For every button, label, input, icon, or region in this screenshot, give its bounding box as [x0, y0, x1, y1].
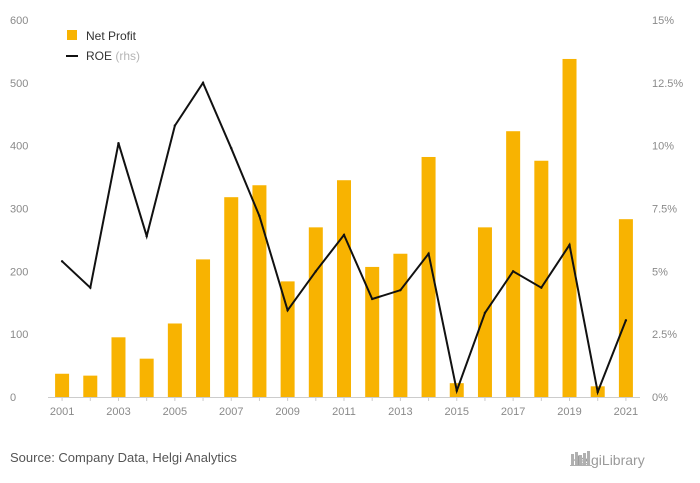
legend-label-roe: ROE (rhs) [86, 49, 140, 63]
bar-net-profit [224, 197, 239, 397]
point-roe [314, 270, 318, 273]
brand[interactable]: HelgiLibrary [570, 450, 645, 470]
y-left-tick-label: 200 [10, 266, 28, 278]
point-roe [258, 214, 261, 218]
x-tick-label: 2005 [163, 406, 187, 418]
x-tick-label: 2017 [501, 406, 525, 418]
bar-net-profit [562, 58, 577, 397]
point-roe [342, 233, 346, 237]
point-roe [540, 286, 543, 289]
x-tick-label: 2007 [219, 406, 243, 418]
point-roe [201, 81, 205, 85]
bar-net-profit [167, 323, 182, 397]
bar-net-profit [83, 375, 98, 397]
y-left-tick-label: 400 [10, 141, 28, 153]
bar-net-profit [111, 337, 126, 397]
point-roe [568, 243, 571, 247]
legend-label-roe-suffix: (rhs) [115, 49, 140, 63]
point-roe [370, 297, 374, 301]
y-right-tick-label: 15% [652, 15, 674, 27]
point-roe [230, 146, 233, 150]
bar-net-profit [421, 156, 436, 397]
bar-net-profit [534, 160, 549, 397]
y-left-tick-label: 100 [10, 329, 28, 341]
point-roe [511, 270, 515, 273]
y-right-tick-label: 12.5% [652, 78, 683, 90]
point-roe [427, 252, 430, 255]
bar-net-profit [308, 227, 323, 397]
point-roe [455, 389, 458, 392]
point-roe [596, 390, 599, 394]
legend-label-net-profit: Net Profit [86, 29, 137, 43]
y-right-tick-label: 10% [652, 141, 674, 153]
bar-net-profit [618, 219, 633, 397]
bar-net-profit [139, 358, 154, 397]
bar-net-profit [506, 131, 521, 397]
x-tick-label: 2009 [275, 406, 299, 418]
y-left-tick-label: 500 [10, 78, 28, 90]
x-tick-label: 2011 [332, 406, 356, 418]
x-tick-label: 2015 [445, 406, 469, 418]
bar-net-profit [393, 253, 408, 397]
bar-net-profit [337, 180, 351, 397]
x-tick-label: 2021 [614, 406, 638, 418]
x-tick-label: 2013 [388, 406, 412, 418]
library-logo-icon [570, 451, 592, 466]
y-left-tick-label: 0 [10, 392, 16, 404]
bar-net-profit [280, 281, 295, 397]
chart-canvas: 0 100 200 300 400 500 600 0% 2.5% 5% 7.5% 10% 12.5% 1… [10, 15, 683, 418]
x-tick-label: 2003 [106, 406, 130, 418]
x-tick-label: 2019 [557, 406, 581, 418]
point-roe [173, 124, 177, 127]
point-roe [286, 309, 289, 312]
bar-net-profit [196, 259, 211, 397]
y-right-tick-label: 2.5% [652, 329, 677, 341]
point-roe [624, 319, 628, 322]
y-right-tick-label: 0% [652, 392, 668, 404]
y-left-tick-label: 600 [10, 15, 28, 27]
bar-net-profit [365, 266, 380, 397]
point-roe [399, 288, 402, 292]
bar-net-profit [252, 185, 267, 397]
point-roe [89, 286, 92, 289]
point-roe [483, 311, 487, 315]
point-roe [117, 141, 120, 145]
point-roe [60, 260, 64, 263]
source-note: Source: Company Data, Helgi Analytics [10, 450, 237, 465]
legend-swatch-net-profit [67, 30, 77, 40]
point-roe [145, 234, 148, 238]
x-tick-label: 2001 [50, 406, 74, 418]
y-right-tick-label: 5% [652, 266, 668, 278]
y-right-tick-label: 7.5% [652, 204, 677, 216]
y-left-tick-label: 300 [10, 204, 28, 216]
bar-net-profit [55, 373, 70, 397]
